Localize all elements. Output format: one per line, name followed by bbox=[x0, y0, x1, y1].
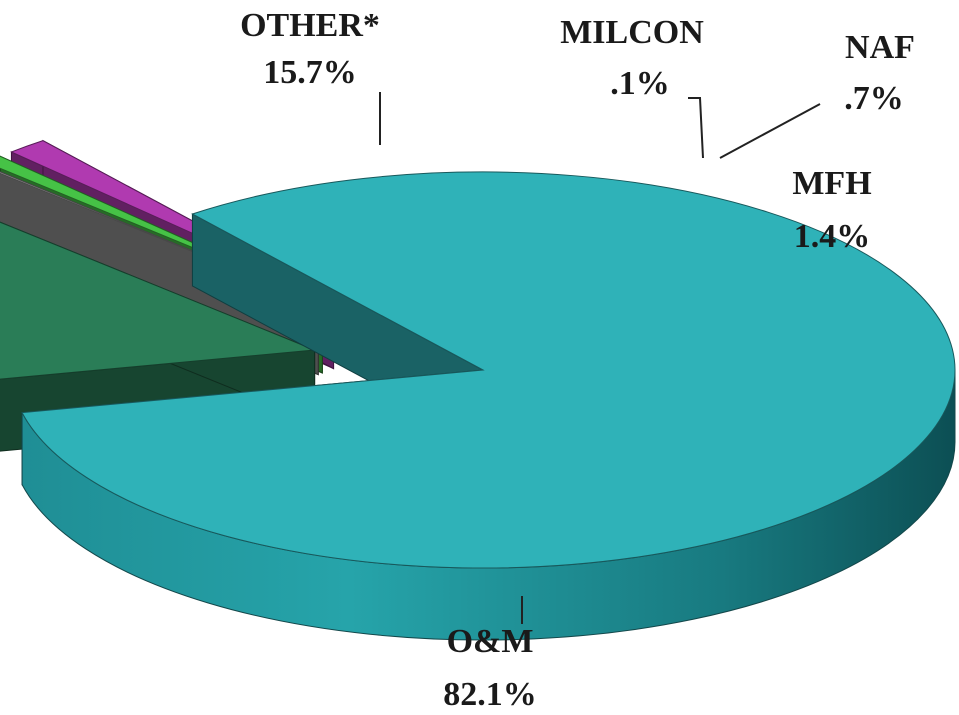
slice-value-mfh: 1.4% bbox=[794, 218, 871, 255]
slice-label-naf: NAF bbox=[845, 29, 915, 66]
leader-milcon bbox=[688, 97, 704, 159]
leader-lines-layer bbox=[379, 92, 821, 624]
slice-label-om: O&M bbox=[447, 623, 534, 660]
slice-value-naf: .7% bbox=[844, 80, 904, 117]
slice-value-other: 15.7% bbox=[263, 54, 357, 91]
slice-value-milcon: .1% bbox=[610, 65, 670, 102]
slice-value-om: 82.1% bbox=[443, 676, 537, 713]
slices-layer bbox=[0, 139, 956, 641]
slice-label-other: OTHER* bbox=[240, 7, 380, 44]
slice-o-m bbox=[21, 171, 956, 641]
leader-naf bbox=[719, 103, 821, 159]
slice-label-mfh: MFH bbox=[792, 165, 871, 202]
slice-label-milcon: MILCON bbox=[560, 14, 704, 51]
